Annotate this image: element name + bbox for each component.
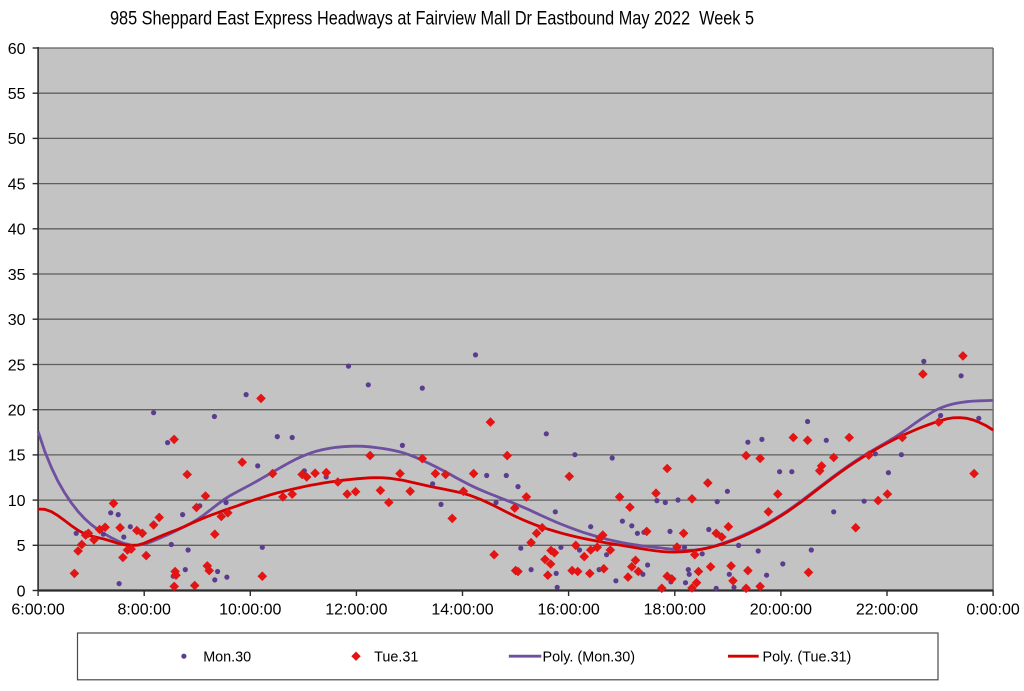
svg-text:5: 5 [17, 538, 26, 555]
svg-text:Poly. (Tue.31): Poly. (Tue.31) [763, 649, 852, 665]
svg-text:12:00:00: 12:00:00 [325, 602, 387, 619]
svg-text:8:00:00: 8:00:00 [118, 602, 171, 619]
svg-text:985 Sheppard East Express Head: 985 Sheppard East Express Headways at Fa… [110, 8, 754, 29]
svg-text:0:00:00: 0:00:00 [966, 602, 1019, 619]
svg-text:Poly. (Mon.30): Poly. (Mon.30) [543, 649, 636, 665]
svg-text:6:00:00: 6:00:00 [11, 602, 64, 619]
svg-text:50: 50 [8, 131, 26, 148]
svg-text:45: 45 [8, 176, 26, 193]
svg-text:40: 40 [8, 222, 26, 239]
svg-text:14:00:00: 14:00:00 [431, 602, 493, 619]
svg-text:20: 20 [8, 403, 26, 420]
svg-text:Mon.30: Mon.30 [203, 649, 251, 665]
svg-text:10:00:00: 10:00:00 [219, 602, 281, 619]
svg-text:0: 0 [17, 583, 26, 600]
svg-text:18:00:00: 18:00:00 [644, 602, 706, 619]
svg-text:20:00:00: 20:00:00 [750, 602, 812, 619]
svg-text:55: 55 [8, 86, 26, 103]
svg-text:10: 10 [8, 493, 26, 510]
svg-text:Tue.31: Tue.31 [374, 649, 418, 665]
svg-text:30: 30 [8, 312, 26, 329]
svg-text:25: 25 [8, 357, 26, 374]
svg-text:16:00:00: 16:00:00 [537, 602, 599, 619]
svg-text:35: 35 [8, 267, 26, 284]
svg-text:60: 60 [8, 41, 26, 58]
svg-text:15: 15 [8, 448, 26, 465]
svg-text:22:00:00: 22:00:00 [856, 602, 918, 619]
